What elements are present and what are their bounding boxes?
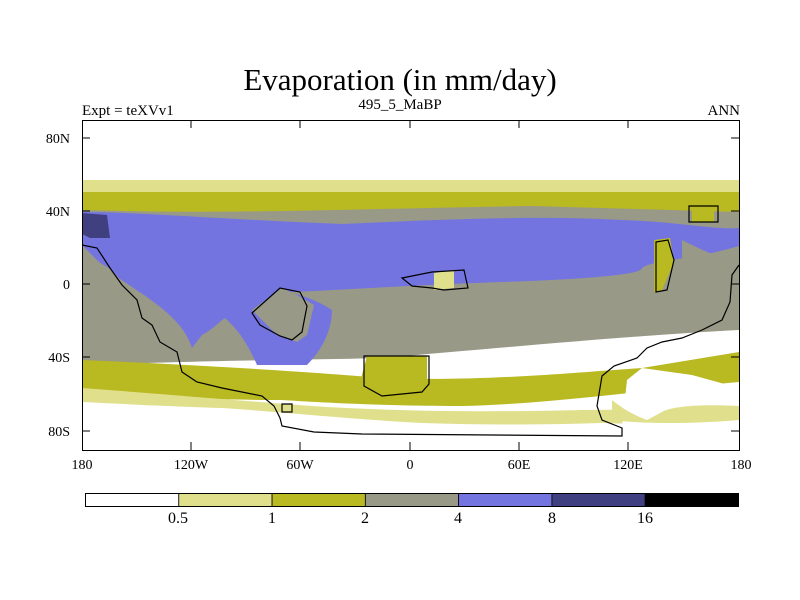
land-light-patch-center [434, 270, 454, 290]
coastline [400, 269, 469, 291]
polar-white-south [82, 368, 739, 450]
coastline [655, 239, 675, 293]
polar-white-north [82, 120, 739, 180]
y-tick-label: 80N [45, 132, 70, 147]
coastline [281, 403, 293, 413]
land-gray-west [82, 252, 142, 320]
experiment-label: Expt = teXVv1 [82, 103, 174, 119]
coastline [688, 205, 719, 223]
land-gray-australia [679, 240, 739, 330]
land-yellow-patch-north [692, 206, 714, 222]
x-tick-label: 180 [730, 458, 752, 473]
evaporation-map [82, 120, 740, 451]
y-tick-label: 80S [48, 425, 70, 440]
map-frame [82, 120, 740, 451]
colorbar-label: 1 [268, 510, 276, 527]
colorbar-label: 16 [637, 510, 653, 527]
colorbar-label: 0.5 [168, 510, 188, 527]
band-blue-main [82, 212, 739, 348]
land-yellow-patch-east [654, 238, 674, 292]
map-title: Evaporation (in mm/day) [243, 62, 557, 97]
coastlines [82, 205, 740, 437]
land-yellow-patch-south [360, 356, 427, 396]
colorbar-label: 2 [361, 510, 369, 527]
x-tick-label: 180 [71, 458, 93, 473]
colorbar [85, 493, 739, 507]
coastline [251, 287, 308, 341]
coastline [82, 244, 740, 437]
y-tick-label: 40S [48, 351, 70, 366]
tick-marks [82, 120, 739, 450]
colorbar-cell [271, 493, 366, 507]
colorbar-label: 8 [548, 510, 556, 527]
x-tick-label: 60W [286, 458, 314, 473]
period-label: 495_5_MaBP [358, 97, 442, 113]
x-tick-label: 0 [406, 458, 414, 473]
y-tick-label: 0 [63, 278, 70, 293]
band-dark-blue-west [82, 213, 110, 238]
x-tick-label: 120W [173, 458, 209, 473]
y-tick-label: 40N [45, 205, 70, 220]
colorbar-cell [458, 493, 553, 507]
polar-light-south [612, 400, 739, 423]
colorbar-label: 4 [454, 510, 462, 527]
land-gray-africa [252, 288, 314, 342]
colorbar-cell [178, 493, 273, 507]
season-label: ANN [707, 103, 741, 119]
x-tick-label: 120E [613, 458, 643, 473]
band-light-south [82, 388, 739, 425]
colorbar-cell [551, 493, 646, 507]
x-tick-label: 60E [507, 458, 531, 473]
colorbar-cell [85, 493, 180, 507]
coastline [363, 355, 430, 397]
colorbar-frame [85, 493, 739, 507]
colorbar-cell [364, 493, 460, 507]
colorbar-cell [644, 493, 739, 507]
